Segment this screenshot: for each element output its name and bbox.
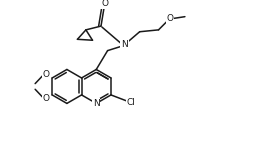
Text: O: O [43, 70, 50, 79]
Text: N: N [121, 40, 128, 49]
Text: N: N [93, 99, 100, 108]
Text: O: O [43, 94, 50, 103]
Text: Cl: Cl [126, 98, 135, 107]
Text: O: O [101, 0, 108, 8]
Text: O: O [166, 14, 173, 23]
